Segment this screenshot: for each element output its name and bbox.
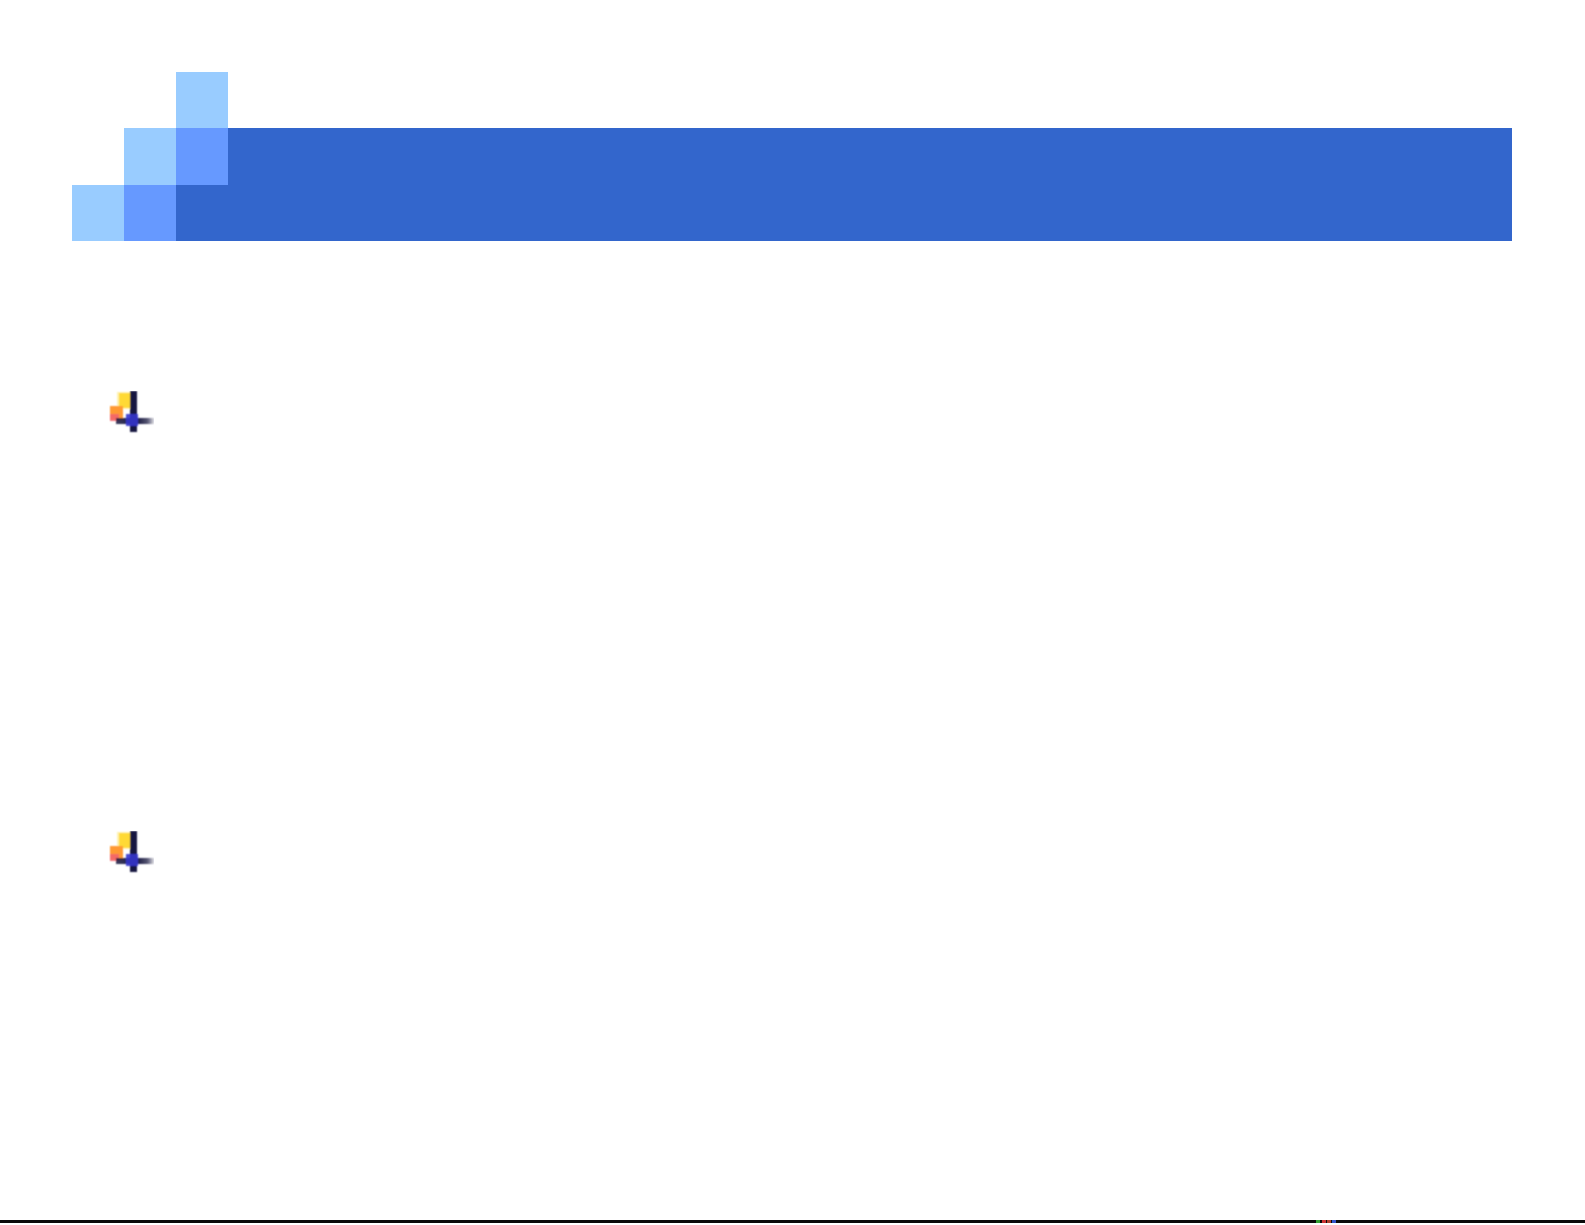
footer-speck-green xyxy=(1316,1220,1320,1223)
footer-rule xyxy=(0,1220,1585,1223)
footer-speck-blue xyxy=(1332,1220,1336,1223)
footer-speck-maroon xyxy=(1327,1220,1331,1223)
decor-square-light-top xyxy=(176,72,228,128)
decor-square-medium-bottom xyxy=(124,185,176,241)
title-banner xyxy=(228,128,1512,241)
plus-cross-bullet-icon xyxy=(110,831,154,872)
plus-cross-bullet-icon xyxy=(110,391,154,432)
decor-square-light-middle xyxy=(124,128,176,185)
bullet-item xyxy=(109,391,172,434)
title-banner-step xyxy=(176,185,228,241)
bullet-item xyxy=(109,831,172,874)
decor-square-medium-top xyxy=(176,128,228,185)
footer-speck-red xyxy=(1322,1220,1326,1223)
decor-square-light-bottom xyxy=(72,185,124,241)
